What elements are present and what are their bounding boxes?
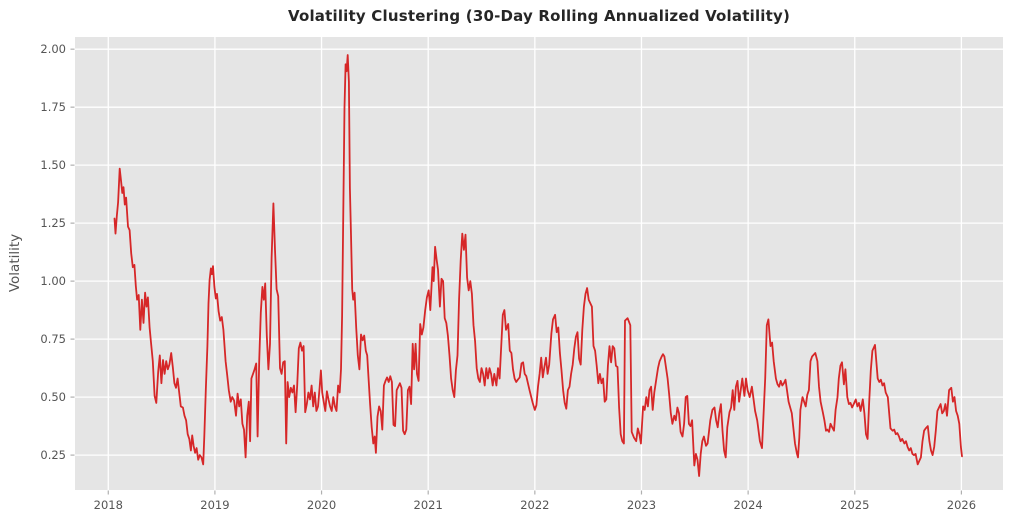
- y-tick-label: 1.75: [40, 100, 66, 114]
- y-tick-label: 1.25: [40, 216, 66, 230]
- x-tick-label: 2020: [307, 498, 336, 512]
- x-tick-label: 2025: [840, 498, 869, 512]
- y-tick-label: 2.00: [40, 42, 66, 56]
- y-tick-label: 0.50: [40, 390, 66, 404]
- volatility-line: [113, 54, 963, 477]
- plot-background: [75, 37, 1003, 490]
- x-tick-label: 2019: [200, 498, 229, 512]
- x-tick-label: 2021: [414, 498, 443, 512]
- x-tick-label: 2018: [94, 498, 123, 512]
- x-tick-label: 2022: [520, 498, 549, 512]
- x-tick-label: 2026: [947, 498, 976, 512]
- y-tick-label: 0.75: [40, 332, 66, 346]
- chart-title: Volatility Clustering (30-Day Rolling An…: [287, 7, 791, 25]
- x-tick-label: 2024: [733, 498, 762, 512]
- y-tick-label: 1.00: [40, 274, 66, 288]
- y-tick-label: 1.50: [40, 158, 66, 172]
- y-tick-label: 0.25: [40, 448, 66, 462]
- x-tick-label: 2023: [627, 498, 656, 512]
